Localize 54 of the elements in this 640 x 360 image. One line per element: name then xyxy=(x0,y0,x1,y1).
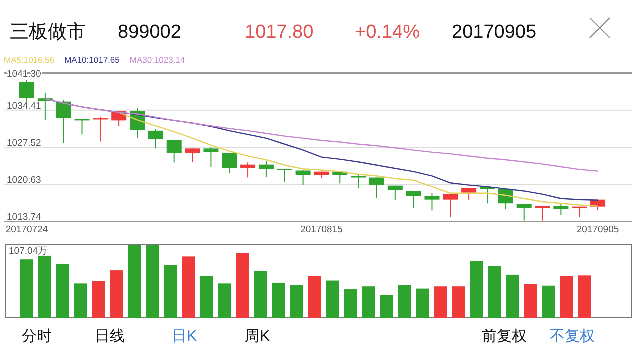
bar xyxy=(524,284,538,318)
bar xyxy=(452,286,466,318)
bar xyxy=(560,276,574,318)
bar xyxy=(20,260,34,318)
bar xyxy=(110,270,124,318)
y-tick-label: 1027.52 xyxy=(7,138,42,149)
text: +0.14% xyxy=(355,22,420,43)
bar xyxy=(272,282,286,318)
bar xyxy=(182,256,196,318)
text: 日线 xyxy=(95,328,125,345)
bar xyxy=(434,286,448,318)
text: 不复权 xyxy=(550,328,595,345)
bar xyxy=(542,286,556,318)
bar xyxy=(470,261,484,318)
bar xyxy=(74,284,88,318)
text: 日K xyxy=(172,328,198,345)
bar xyxy=(326,280,340,318)
bar xyxy=(488,266,502,318)
text: MA10:1017.65 xyxy=(64,55,120,65)
x-tick-label: 20170905 xyxy=(576,224,620,236)
y-tick-label: 1034.41 xyxy=(7,100,42,112)
bar xyxy=(290,285,304,318)
bar xyxy=(164,265,178,318)
bar xyxy=(506,274,520,318)
bar xyxy=(254,271,268,318)
y-tick-label: 1013.74 xyxy=(7,212,42,224)
bar xyxy=(236,253,250,318)
bar xyxy=(416,288,430,318)
bar xyxy=(218,284,232,318)
text: 1017.80 xyxy=(245,22,314,43)
bar xyxy=(344,290,358,318)
bar xyxy=(578,276,592,318)
text: 前复权 xyxy=(482,328,527,345)
bar xyxy=(380,295,394,318)
text: 分时 xyxy=(22,328,52,345)
bar xyxy=(128,245,142,318)
text: 20170905 xyxy=(452,22,537,43)
text: 899002 xyxy=(118,22,182,43)
text: MA30:1023.14 xyxy=(130,55,186,65)
bar xyxy=(398,285,412,318)
bar xyxy=(146,245,160,318)
text: MA5:1016.56 xyxy=(4,55,55,65)
y-tick-label: 1020.63 xyxy=(7,175,42,186)
bar xyxy=(308,276,322,318)
text: 周K xyxy=(245,328,270,345)
bar xyxy=(362,286,376,318)
bar xyxy=(92,282,106,318)
annotation: 107.04万 xyxy=(9,246,48,257)
bar xyxy=(200,276,214,318)
text: 三板做市 xyxy=(10,21,86,43)
x-tick-label: 20170815 xyxy=(300,224,343,236)
bar xyxy=(38,256,52,318)
x-tick-label: 20170724 xyxy=(6,224,48,236)
bar xyxy=(56,264,70,318)
